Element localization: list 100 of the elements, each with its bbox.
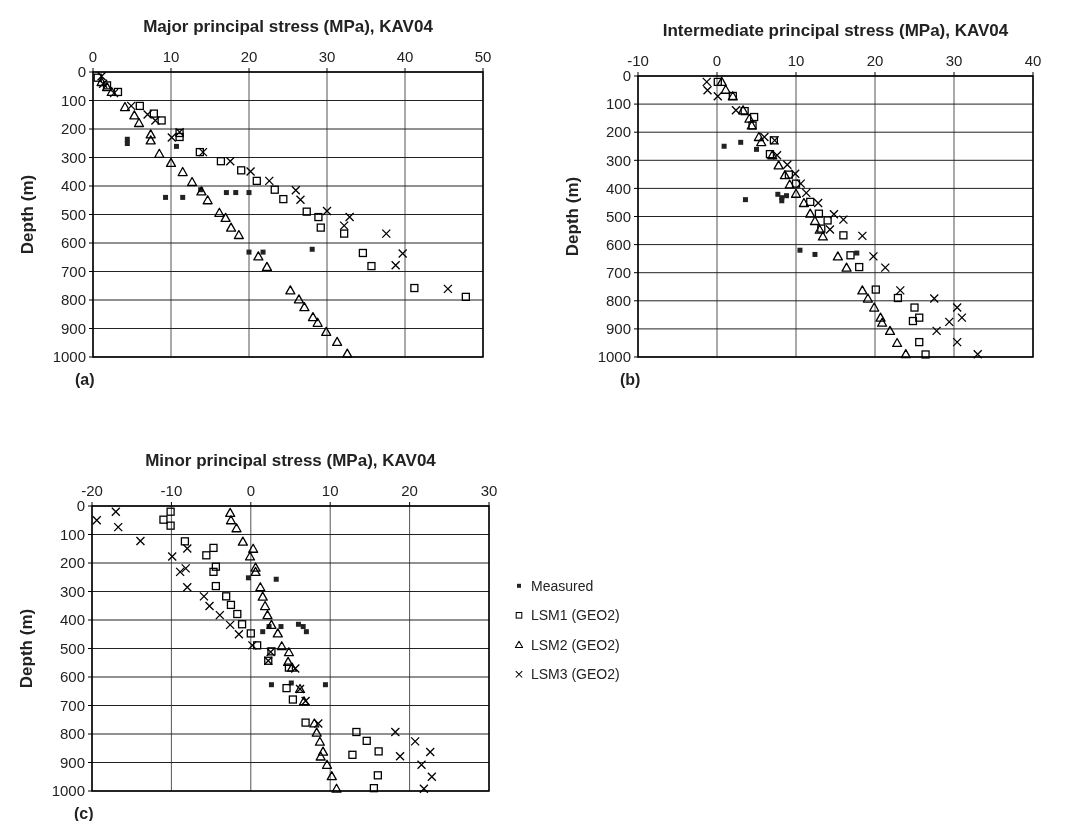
point — [931, 326, 942, 336]
point — [921, 350, 930, 359]
point — [797, 247, 803, 253]
point — [716, 76, 727, 87]
y-tick-label: 300 — [60, 148, 86, 166]
point — [791, 179, 801, 188]
point — [395, 751, 405, 761]
point — [721, 143, 727, 149]
x-tick-label: 20 — [866, 52, 884, 69]
x-tick-label: 50 — [474, 48, 492, 65]
point — [234, 629, 244, 639]
point — [398, 248, 408, 259]
point — [202, 551, 211, 560]
point — [220, 212, 231, 223]
point — [857, 285, 868, 295]
x-tick-label: 30 — [318, 48, 336, 65]
point — [316, 223, 325, 232]
x-tick-label: -20 — [81, 482, 103, 499]
point — [322, 682, 328, 688]
point — [231, 523, 242, 533]
point — [309, 718, 320, 728]
y-tick-label: 100 — [59, 525, 85, 543]
point — [165, 157, 177, 168]
point — [167, 551, 177, 562]
point — [381, 228, 391, 239]
point — [875, 312, 886, 322]
y-tick-label: 900 — [59, 753, 85, 771]
point — [261, 261, 273, 272]
point — [876, 317, 888, 327]
point — [367, 261, 376, 271]
point — [855, 262, 864, 272]
point — [209, 567, 218, 576]
point — [331, 336, 343, 347]
legend-label: LSM1 (GEO2) — [531, 607, 620, 624]
point — [166, 507, 175, 516]
point — [313, 718, 323, 729]
point — [186, 176, 198, 187]
point — [225, 620, 235, 630]
point — [226, 600, 236, 610]
point — [910, 303, 919, 312]
y-tick-label: 100 — [60, 91, 86, 109]
point — [461, 292, 470, 302]
x-tick-label: 40 — [396, 48, 414, 65]
point — [838, 214, 849, 225]
x-tick-label: 10 — [787, 52, 805, 69]
point — [145, 129, 156, 139]
point — [720, 84, 731, 94]
point — [157, 116, 166, 125]
x-tick-label: 20 — [401, 482, 418, 499]
y-tick-label: 300 — [605, 151, 631, 169]
y-tick-label: 400 — [59, 611, 85, 629]
point — [216, 157, 226, 166]
legend-label: Measured — [531, 577, 594, 594]
point — [342, 348, 353, 358]
point — [181, 563, 191, 574]
point — [233, 609, 242, 619]
point — [248, 543, 259, 553]
point — [829, 209, 839, 219]
x-tick-label: -10 — [627, 52, 649, 69]
point — [868, 251, 879, 262]
point — [111, 507, 121, 517]
x-tick-label: 0 — [246, 482, 255, 499]
point — [149, 109, 158, 118]
point — [425, 747, 435, 757]
point — [225, 222, 237, 232]
point — [96, 71, 107, 81]
point — [339, 220, 349, 231]
legend-label: LSM2 (GEO2) — [531, 636, 620, 653]
y-tick-label: 200 — [60, 120, 86, 138]
point — [772, 150, 782, 160]
point — [253, 251, 264, 261]
y-tick-label: 300 — [59, 582, 85, 600]
point — [211, 562, 221, 571]
point — [175, 132, 184, 142]
y-tick-label: 1000 — [597, 348, 631, 366]
point — [915, 337, 924, 347]
y-tick-label: 800 — [59, 725, 85, 743]
point — [801, 188, 811, 198]
point — [846, 251, 855, 260]
point — [268, 682, 274, 688]
point — [832, 251, 844, 261]
y-tick-label: 200 — [605, 123, 631, 141]
point — [288, 680, 294, 686]
point — [779, 170, 791, 180]
point — [895, 285, 905, 296]
point — [92, 515, 102, 525]
point — [260, 249, 266, 255]
point — [166, 521, 175, 530]
point — [790, 169, 800, 179]
point — [908, 316, 918, 326]
point — [891, 337, 903, 348]
point — [315, 751, 326, 761]
y-tick-label: 600 — [60, 234, 86, 252]
point — [410, 283, 419, 293]
chart-title: Major principal stress (MPa), KAV04 — [143, 17, 434, 36]
point — [443, 284, 453, 294]
legend-label: LSM3 (GEO2) — [531, 666, 620, 683]
point — [759, 132, 770, 142]
point — [113, 87, 123, 97]
point — [374, 747, 383, 756]
